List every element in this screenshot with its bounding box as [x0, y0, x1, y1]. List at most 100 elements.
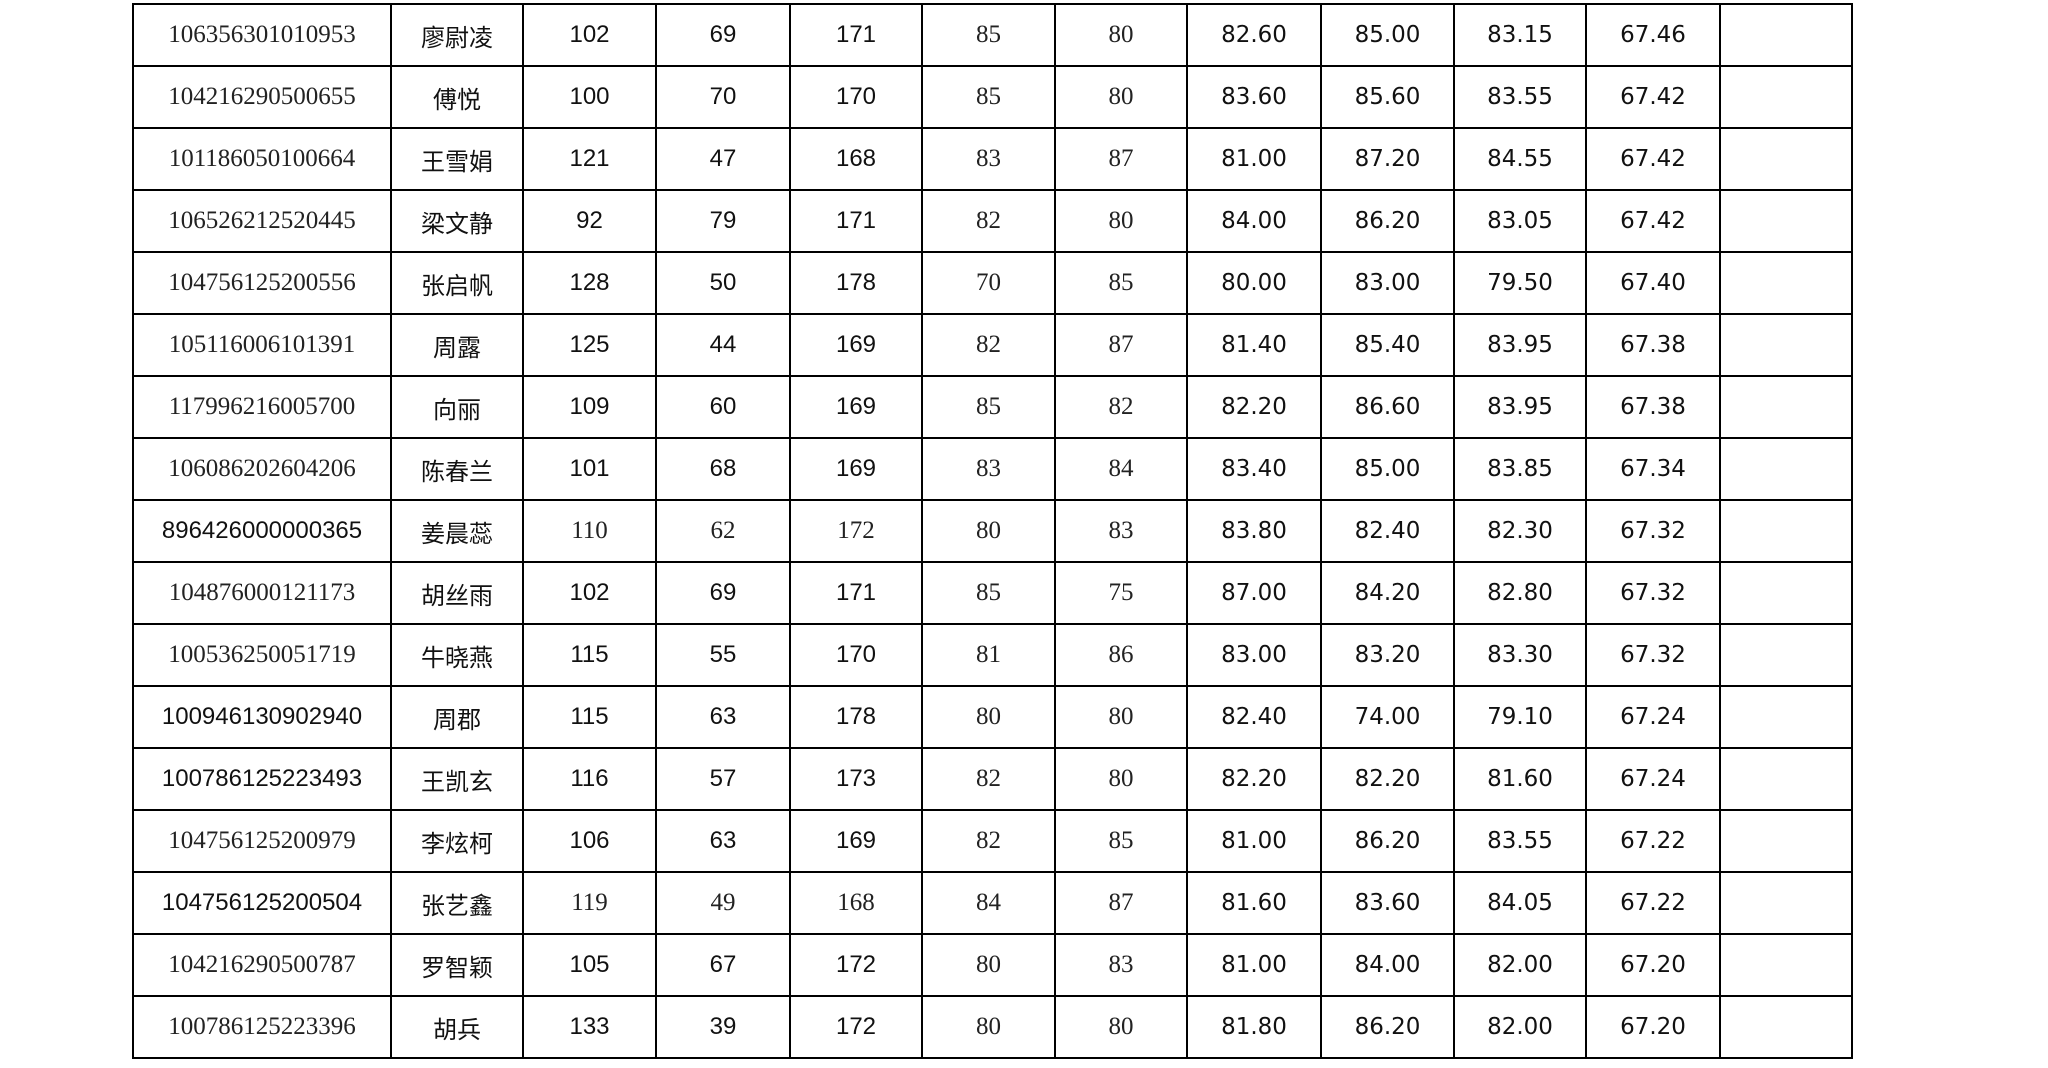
score-table: 106356301010953 廖尉凌 102 69 171 85 80 82.60 85.00… — [132, 3, 1853, 1059]
cell-score-8: 83.55 — [1453, 65, 1587, 129]
cell-score-7: 83.20 — [1320, 623, 1455, 687]
cell-score-6: 81.00 — [1186, 809, 1322, 873]
cell-remark — [1719, 189, 1853, 253]
cell-score-8: 82.80 — [1453, 561, 1587, 625]
cell-remark — [1719, 561, 1853, 625]
cell-total-score: 67.20 — [1585, 995, 1721, 1059]
cell-candidate-id: 100536250051719 — [132, 623, 392, 687]
cell-name: 胡兵 — [390, 995, 524, 1059]
cell-score-2: 69 — [655, 561, 791, 625]
cell-score-8: 83.55 — [1453, 809, 1587, 873]
cell-score-7: 85.40 — [1320, 313, 1455, 377]
cell-score-7: 83.60 — [1320, 871, 1455, 935]
table-row: 100786125223493 王凯玄 116 57 173 82 80 82.20 82.20… — [132, 747, 1853, 811]
cell-score-5: 80 — [1054, 685, 1188, 749]
cell-score-5: 84 — [1054, 437, 1188, 501]
cell-total-score: 67.22 — [1585, 809, 1721, 873]
cell-score-8: 79.50 — [1453, 251, 1587, 315]
cell-score-3: 173 — [789, 747, 923, 811]
table-row: 104216290500655 傅悦 100 70 170 85 80 83.60 85.60 8… — [132, 65, 1853, 129]
cell-score-4: 84 — [921, 871, 1056, 935]
table-row: 104756125200504 张艺鑫 119 49 168 84 87 81.60 83.60… — [132, 871, 1853, 935]
cell-score-4: 80 — [921, 685, 1056, 749]
table-row: 106356301010953 廖尉凌 102 69 171 85 80 82.60 85.00… — [132, 3, 1853, 67]
table-row: 104756125200979 李炫柯 106 63 169 82 85 81.00 86.20… — [132, 809, 1853, 873]
cell-total-score: 67.24 — [1585, 747, 1721, 811]
cell-name: 周露 — [390, 313, 524, 377]
cell-score-7: 85.60 — [1320, 65, 1455, 129]
cell-score-4: 83 — [921, 127, 1056, 191]
table-row: 101186050100664 王雪娟 121 47 168 83 87 81.00 87.20… — [132, 127, 1853, 191]
cell-score-1: 101 — [522, 437, 657, 501]
cell-score-4: 85 — [921, 561, 1056, 625]
cell-score-1: 121 — [522, 127, 657, 191]
table-row: 106526212520445 梁文静 92 79 171 82 80 84.00 86.20 8… — [132, 189, 1853, 253]
cell-score-8: 83.95 — [1453, 375, 1587, 439]
cell-score-5: 87 — [1054, 127, 1188, 191]
cell-score-8: 82.30 — [1453, 499, 1587, 563]
cell-score-3: 169 — [789, 313, 923, 377]
cell-score-4: 80 — [921, 499, 1056, 563]
cell-score-1: 92 — [522, 189, 657, 253]
table-row: 896426000000365 姜晨蕊 110 62 172 80 83 83.80 82.40… — [132, 499, 1853, 563]
table-body: 106356301010953 廖尉凌 102 69 171 85 80 82.60 85.00… — [132, 3, 1853, 1059]
cell-score-2: 55 — [655, 623, 791, 687]
cell-score-3: 168 — [789, 127, 923, 191]
cell-score-1: 102 — [522, 561, 657, 625]
cell-score-6: 81.00 — [1186, 127, 1322, 191]
cell-remark — [1719, 499, 1853, 563]
cell-score-7: 84.00 — [1320, 933, 1455, 997]
cell-score-6: 83.40 — [1186, 437, 1322, 501]
cell-score-4: 82 — [921, 313, 1056, 377]
cell-total-score: 67.42 — [1585, 127, 1721, 191]
cell-score-2: 79 — [655, 189, 791, 253]
cell-score-5: 87 — [1054, 313, 1188, 377]
cell-score-3: 170 — [789, 65, 923, 129]
cell-total-score: 67.32 — [1585, 561, 1721, 625]
cell-total-score: 67.32 — [1585, 623, 1721, 687]
cell-score-7: 86.60 — [1320, 375, 1455, 439]
cell-score-3: 171 — [789, 3, 923, 67]
table-row: 100946130902940 周郡 115 63 178 80 80 82.40 74.00 7… — [132, 685, 1853, 749]
cell-score-4: 82 — [921, 809, 1056, 873]
cell-total-score: 67.20 — [1585, 933, 1721, 997]
cell-candidate-id: 100786125223493 — [132, 747, 392, 811]
cell-score-7: 86.20 — [1320, 809, 1455, 873]
cell-name: 王雪娟 — [390, 127, 524, 191]
cell-total-score: 67.24 — [1585, 685, 1721, 749]
cell-score-3: 169 — [789, 437, 923, 501]
table-row: 100786125223396 胡兵 133 39 172 80 80 81.80 86.20 8… — [132, 995, 1853, 1059]
cell-score-2: 47 — [655, 127, 791, 191]
table-row: 106086202604206 陈春兰 101 68 169 83 84 83.40 85.00… — [132, 437, 1853, 501]
cell-total-score: 67.32 — [1585, 499, 1721, 563]
cell-total-score: 67.40 — [1585, 251, 1721, 315]
cell-score-4: 85 — [921, 65, 1056, 129]
cell-score-7: 82.40 — [1320, 499, 1455, 563]
cell-remark — [1719, 995, 1853, 1059]
cell-remark — [1719, 3, 1853, 67]
cell-score-3: 172 — [789, 995, 923, 1059]
cell-name: 梁文静 — [390, 189, 524, 253]
table-row: 100536250051719 牛晓燕 115 55 170 81 86 83.00 83.20… — [132, 623, 1853, 687]
cell-candidate-id: 105116006101391 — [132, 313, 392, 377]
cell-remark — [1719, 375, 1853, 439]
cell-candidate-id: 104756125200979 — [132, 809, 392, 873]
cell-score-1: 100 — [522, 65, 657, 129]
cell-score-8: 83.95 — [1453, 313, 1587, 377]
cell-score-1: 102 — [522, 3, 657, 67]
cell-total-score: 67.42 — [1585, 65, 1721, 129]
cell-score-2: 70 — [655, 65, 791, 129]
cell-candidate-id: 100786125223396 — [132, 995, 392, 1059]
cell-score-7: 85.00 — [1320, 437, 1455, 501]
cell-score-7: 83.00 — [1320, 251, 1455, 315]
table-row: 104876000121173 胡丝雨 102 69 171 85 75 87.00 84.20… — [132, 561, 1853, 625]
cell-score-6: 80.00 — [1186, 251, 1322, 315]
cell-score-3: 171 — [789, 561, 923, 625]
cell-score-8: 83.30 — [1453, 623, 1587, 687]
cell-score-1: 133 — [522, 995, 657, 1059]
cell-candidate-id: 104876000121173 — [132, 561, 392, 625]
cell-score-6: 81.00 — [1186, 933, 1322, 997]
cell-remark — [1719, 437, 1853, 501]
cell-score-2: 67 — [655, 933, 791, 997]
cell-score-8: 83.85 — [1453, 437, 1587, 501]
